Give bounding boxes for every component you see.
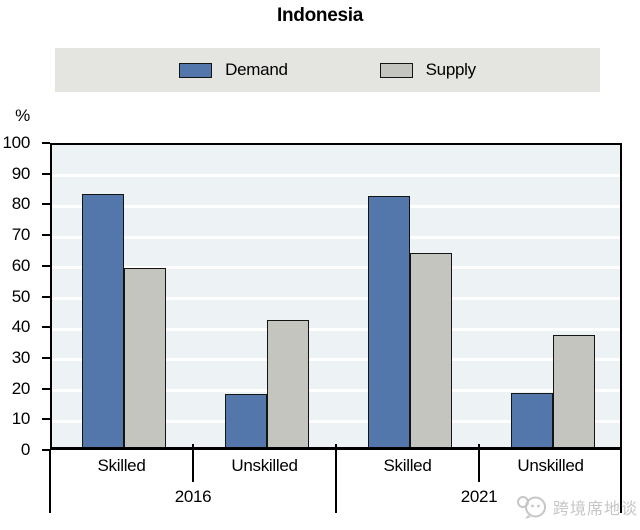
- gridline-40: [52, 327, 620, 331]
- y-tick-label-30: 30: [11, 347, 31, 367]
- gridline-20: [52, 389, 620, 393]
- y-tick-mark-20: [42, 387, 50, 390]
- legend-label-supply: Supply: [425, 60, 476, 79]
- y-tick-mark-10: [42, 418, 50, 421]
- y-tick-label-70: 70: [11, 225, 31, 245]
- x-category-label-2: Skilled: [383, 456, 432, 475]
- bar-demand-2016-unskilled: [224, 394, 267, 447]
- gridline-80: [52, 204, 620, 208]
- y-tick-label-40: 40: [11, 317, 31, 337]
- y-tick-mark-90: [42, 172, 50, 175]
- x-category-label-0: Skilled: [97, 456, 146, 475]
- legend-item-supply: Supply: [379, 60, 476, 80]
- legend-label-demand: Demand: [225, 60, 288, 79]
- plot-area: [50, 143, 622, 450]
- y-tick-mark-50: [42, 295, 50, 298]
- y-axis-unit-label: %: [15, 106, 30, 125]
- bar-supply-2021-skilled: [409, 252, 452, 447]
- supply-swatch-icon: [379, 62, 413, 78]
- watermark: 跨境席地谈: [516, 494, 638, 520]
- y-tick-mark-80: [42, 203, 50, 206]
- legend: Demand Supply: [55, 48, 600, 92]
- y-tick-label-90: 90: [11, 163, 31, 183]
- bar-demand-2021-skilled: [367, 195, 410, 447]
- year-divider: [335, 444, 337, 513]
- y-tick-label-0: 0: [20, 440, 30, 459]
- axis-edge-left: [49, 450, 51, 513]
- bar-demand-2021-unskilled: [510, 392, 553, 447]
- watermark-text: 跨境席地谈: [552, 501, 638, 518]
- chart-title: Indonesia: [277, 5, 363, 26]
- gridline-50: [52, 297, 620, 300]
- y-tick-label-80: 80: [11, 194, 31, 214]
- y-tick-label-10: 10: [11, 409, 31, 429]
- bar-supply-2021-unskilled: [552, 335, 595, 447]
- y-tick-label-20: 20: [11, 378, 31, 398]
- gridline-30: [52, 358, 620, 362]
- gridline-60: [52, 266, 620, 270]
- x-year-label-2016: 2016: [174, 487, 212, 506]
- demand-swatch-icon: [179, 62, 213, 78]
- gridline-10: [52, 419, 620, 423]
- x-category-label-1: Unskilled: [231, 456, 298, 475]
- legend-item-demand: Demand: [179, 60, 288, 80]
- gridline-90: [52, 174, 620, 178]
- y-tick-label-50: 50: [11, 286, 31, 306]
- y-tick-mark-100: [42, 142, 50, 144]
- x-category-label-3: Unskilled: [517, 456, 584, 475]
- chat-bubbles-icon: [516, 496, 546, 519]
- y-tick-label-100: 100: [2, 133, 31, 152]
- y-tick-mark-70: [42, 234, 50, 237]
- y-tick-mark-60: [42, 264, 50, 267]
- y-tick-mark-30: [42, 356, 50, 359]
- bar-demand-2016-skilled: [81, 194, 124, 447]
- y-tick-mark-40: [42, 326, 50, 329]
- gridline-70: [52, 235, 620, 239]
- y-tick-label-60: 60: [11, 255, 31, 275]
- bar-supply-2016-unskilled: [266, 319, 309, 447]
- y-tick-mark-0: [42, 449, 50, 451]
- bar-supply-2016-skilled: [123, 268, 166, 447]
